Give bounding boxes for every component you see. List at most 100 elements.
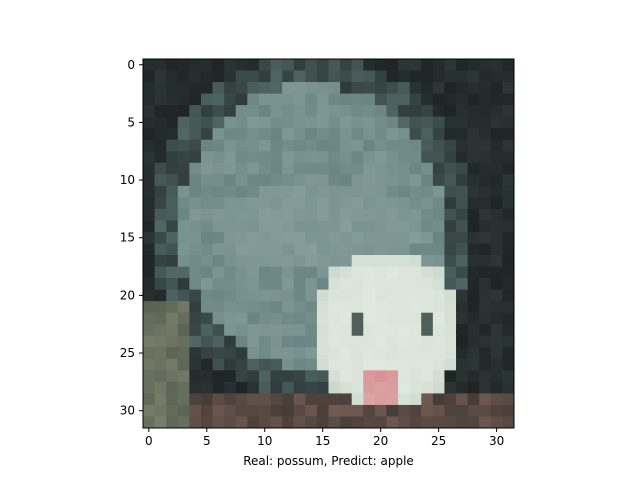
image-pixel bbox=[177, 335, 190, 348]
image-pixel bbox=[247, 162, 260, 175]
image-pixel bbox=[328, 278, 341, 291]
image-pixel bbox=[166, 404, 179, 418]
image-pixel bbox=[479, 139, 492, 152]
image-pixel bbox=[166, 324, 179, 337]
axes-ticks: 0 5 10 15 20 25 30 0 5 10 15 20 25 30 bbox=[120, 58, 505, 448]
image-pixel bbox=[235, 151, 248, 164]
image-pixel bbox=[432, 289, 446, 302]
image-pixel bbox=[502, 404, 514, 418]
image-pixel bbox=[316, 393, 330, 406]
image-pixel bbox=[467, 59, 480, 72]
image-pixel bbox=[177, 393, 190, 406]
image-pixel bbox=[154, 139, 167, 152]
image-pixel bbox=[293, 289, 306, 302]
image-pixel bbox=[212, 335, 225, 348]
image-pixel bbox=[282, 105, 295, 118]
image-pixel bbox=[502, 266, 514, 279]
image-pixel bbox=[409, 243, 422, 256]
image-pixel bbox=[421, 381, 434, 395]
image-pixel bbox=[456, 266, 469, 279]
image-pixel bbox=[432, 162, 446, 175]
image-pixel bbox=[293, 208, 306, 222]
image-pixel bbox=[432, 116, 446, 129]
image-pixel bbox=[270, 231, 283, 245]
image-pixel bbox=[502, 93, 514, 106]
image-pixel bbox=[189, 197, 202, 210]
image-pixel bbox=[351, 70, 364, 83]
image-pixel bbox=[467, 197, 480, 210]
image-pixel bbox=[398, 93, 411, 106]
image-pixel bbox=[363, 416, 376, 428]
image-pixel bbox=[467, 358, 480, 371]
image-pixel bbox=[235, 93, 248, 106]
image-pixel bbox=[258, 301, 272, 314]
image-pixel bbox=[386, 312, 399, 325]
image-pixel bbox=[467, 404, 480, 418]
image-pixel bbox=[177, 70, 190, 83]
image-pixel bbox=[177, 208, 190, 222]
image-pixel bbox=[444, 266, 457, 279]
image-pixel bbox=[398, 312, 411, 325]
image-pixel bbox=[340, 139, 353, 152]
image-pixel bbox=[398, 162, 411, 175]
image-pixel bbox=[177, 255, 190, 268]
image-pixel bbox=[189, 312, 202, 325]
image-pixel bbox=[200, 151, 214, 164]
image-pixel bbox=[316, 381, 330, 395]
image-pixel bbox=[293, 105, 306, 118]
image-pixel bbox=[374, 59, 388, 72]
image-pixel bbox=[444, 93, 457, 106]
image-pixel bbox=[386, 243, 399, 256]
image-pixel bbox=[235, 393, 248, 406]
image-pixel bbox=[189, 162, 202, 175]
image-pixel bbox=[305, 416, 318, 428]
image-pixel bbox=[305, 324, 318, 337]
image-pixel bbox=[467, 255, 480, 268]
image-pixel bbox=[270, 324, 283, 337]
image-pixel bbox=[409, 358, 422, 371]
image-pixel bbox=[305, 220, 318, 233]
image-pixel bbox=[166, 93, 179, 106]
image-pixel bbox=[166, 220, 179, 233]
image-pixel bbox=[374, 220, 388, 233]
image-pixel bbox=[386, 208, 399, 222]
image-pixel bbox=[258, 404, 272, 418]
image-pixel bbox=[212, 174, 225, 187]
image-pixel bbox=[479, 393, 492, 406]
image-pixel bbox=[143, 243, 156, 256]
image-pixel bbox=[154, 128, 167, 141]
image-pixel bbox=[340, 105, 353, 118]
image-pixel bbox=[247, 82, 260, 95]
image-pixel bbox=[270, 243, 283, 256]
image-pixel bbox=[363, 174, 376, 187]
image-pixel bbox=[189, 185, 202, 198]
image-pixel bbox=[456, 381, 469, 395]
image-pixel bbox=[258, 105, 272, 118]
image-pixel bbox=[490, 278, 503, 291]
image-pixel bbox=[224, 243, 237, 256]
image-pixel bbox=[328, 139, 341, 152]
image-pixel bbox=[258, 231, 272, 245]
image-pixel bbox=[143, 312, 156, 325]
image-pixel bbox=[270, 70, 283, 83]
image-pixel bbox=[456, 82, 469, 95]
image-pixel bbox=[212, 381, 225, 395]
image-pixel bbox=[235, 358, 248, 371]
image-pixel bbox=[235, 289, 248, 302]
image-pixel bbox=[374, 255, 388, 268]
y-tick-label: 10 bbox=[120, 173, 135, 187]
image-pixel bbox=[282, 404, 295, 418]
image-pixel bbox=[247, 220, 260, 233]
image-pixel bbox=[456, 105, 469, 118]
image-pixel bbox=[154, 289, 167, 302]
image-pixel bbox=[351, 220, 364, 233]
image-pixel bbox=[293, 174, 306, 187]
image-pixel bbox=[235, 370, 248, 383]
image-pixel bbox=[270, 151, 283, 164]
image-pixel bbox=[374, 243, 388, 256]
image-pixel bbox=[328, 243, 341, 256]
image-pixel bbox=[166, 301, 179, 314]
image-pixel bbox=[305, 358, 318, 371]
y-tick-label: 15 bbox=[120, 231, 135, 245]
image-pixel bbox=[363, 335, 376, 348]
